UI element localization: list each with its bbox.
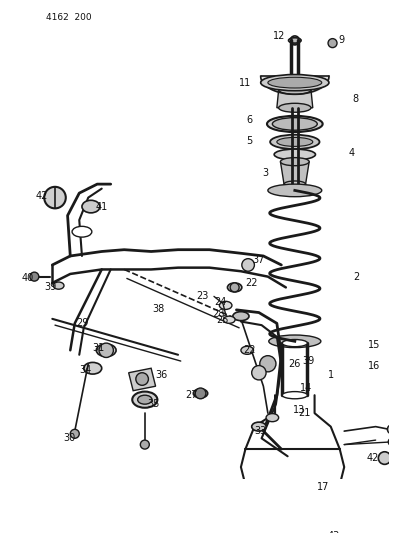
Ellipse shape [281, 340, 307, 346]
Text: 11: 11 [239, 78, 251, 87]
Text: 1: 1 [327, 370, 333, 381]
Text: 36: 36 [155, 370, 168, 381]
Ellipse shape [232, 312, 248, 321]
Text: 27: 27 [185, 390, 197, 400]
Text: 23: 23 [196, 292, 208, 301]
Text: 2: 2 [353, 272, 359, 281]
Text: 5: 5 [245, 136, 252, 146]
Circle shape [259, 356, 275, 372]
Ellipse shape [283, 181, 305, 187]
Ellipse shape [265, 414, 278, 422]
Text: 30: 30 [63, 433, 75, 443]
Text: 39: 39 [301, 356, 314, 366]
Ellipse shape [267, 184, 321, 197]
Polygon shape [276, 90, 312, 108]
Text: 8: 8 [351, 94, 357, 104]
Text: 16: 16 [367, 361, 379, 372]
Ellipse shape [137, 395, 152, 404]
Text: 26: 26 [288, 359, 300, 369]
Text: 37: 37 [252, 255, 265, 265]
Text: 34: 34 [79, 365, 92, 375]
Ellipse shape [276, 138, 312, 147]
Ellipse shape [267, 77, 321, 88]
Circle shape [378, 452, 390, 464]
Circle shape [327, 38, 336, 47]
Ellipse shape [72, 227, 92, 237]
Text: 4162  200: 4162 200 [46, 13, 92, 21]
Circle shape [229, 283, 238, 292]
Circle shape [387, 438, 394, 446]
Text: 38: 38 [152, 304, 164, 314]
Text: 22: 22 [245, 278, 257, 288]
Polygon shape [128, 368, 155, 391]
Text: 28: 28 [212, 309, 224, 319]
Text: 43: 43 [326, 531, 339, 533]
Ellipse shape [240, 346, 253, 354]
Polygon shape [280, 161, 308, 184]
Circle shape [140, 440, 149, 449]
Text: 21: 21 [298, 408, 310, 418]
Ellipse shape [278, 85, 310, 94]
Ellipse shape [274, 149, 315, 160]
Circle shape [44, 187, 65, 208]
Ellipse shape [272, 118, 317, 130]
Text: 9: 9 [338, 35, 344, 45]
Text: 3: 3 [261, 168, 267, 179]
Text: 14: 14 [300, 383, 312, 393]
Text: 29: 29 [76, 318, 88, 328]
Ellipse shape [281, 392, 307, 399]
Circle shape [135, 373, 148, 385]
Text: 42: 42 [366, 453, 378, 463]
Text: 33: 33 [254, 426, 266, 436]
Text: 40: 40 [22, 273, 34, 284]
Ellipse shape [278, 103, 310, 112]
Ellipse shape [227, 283, 241, 292]
Circle shape [387, 425, 396, 434]
Circle shape [99, 343, 113, 358]
Circle shape [290, 36, 299, 45]
Text: 6: 6 [246, 115, 252, 125]
Circle shape [251, 366, 265, 380]
Ellipse shape [270, 135, 319, 149]
Ellipse shape [82, 200, 100, 213]
Text: 4: 4 [348, 148, 354, 158]
Ellipse shape [53, 282, 64, 289]
Ellipse shape [193, 389, 207, 398]
Text: 15: 15 [367, 340, 379, 350]
Text: 22: 22 [242, 345, 255, 356]
Circle shape [241, 259, 254, 271]
Text: 13: 13 [292, 405, 305, 415]
Text: 42: 42 [35, 191, 47, 201]
Text: 41: 41 [95, 201, 108, 212]
Text: 24: 24 [213, 297, 226, 307]
Circle shape [30, 272, 39, 281]
Ellipse shape [294, 529, 308, 533]
Text: 25: 25 [215, 315, 228, 325]
Ellipse shape [219, 301, 231, 310]
Ellipse shape [266, 116, 322, 132]
Ellipse shape [83, 362, 101, 374]
Ellipse shape [132, 392, 157, 408]
Ellipse shape [260, 75, 328, 91]
Text: 31: 31 [92, 343, 104, 353]
Ellipse shape [223, 316, 234, 324]
Ellipse shape [251, 422, 265, 431]
Circle shape [70, 429, 79, 438]
Text: 35: 35 [147, 399, 160, 409]
Text: 39: 39 [44, 282, 56, 293]
Text: 17: 17 [316, 482, 328, 492]
Ellipse shape [280, 158, 308, 166]
Circle shape [285, 481, 303, 498]
Text: 12: 12 [273, 31, 285, 41]
Ellipse shape [288, 38, 300, 43]
Circle shape [195, 388, 205, 399]
Ellipse shape [96, 344, 116, 357]
Ellipse shape [268, 335, 320, 348]
